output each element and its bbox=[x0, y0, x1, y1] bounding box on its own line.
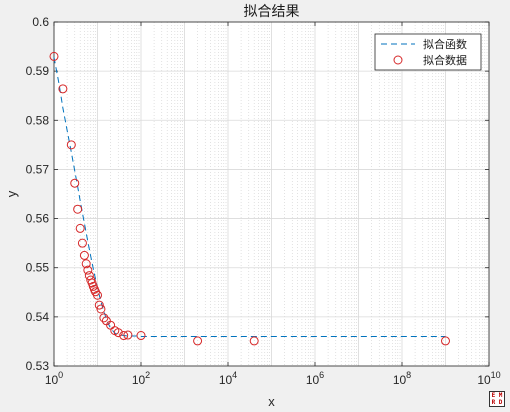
x-tick-label: 104 bbox=[219, 370, 237, 387]
data-point bbox=[79, 250, 89, 260]
x-tick-label-exponent: 4 bbox=[232, 370, 237, 380]
chart-title: 拟合结果 bbox=[244, 4, 300, 20]
y-axis-title: y bbox=[4, 190, 19, 197]
x-axis-title: x bbox=[268, 394, 275, 409]
data-point bbox=[441, 336, 450, 346]
y-tick-label: 0.57 bbox=[26, 162, 50, 176]
data-point bbox=[93, 290, 102, 300]
x-tick-label-base: 10 bbox=[306, 373, 320, 387]
y-tick-label: 0.59 bbox=[26, 64, 50, 78]
x-tick-label: 100 bbox=[45, 370, 63, 387]
legend-label-fit-data: 拟合数据 bbox=[423, 53, 467, 67]
data-point bbox=[73, 204, 83, 214]
data-point bbox=[136, 331, 146, 341]
x-tick-label-exponent: 6 bbox=[319, 370, 324, 380]
data-point bbox=[77, 238, 87, 248]
axes-box bbox=[53, 21, 490, 367]
y-tick-label: 0.54 bbox=[26, 310, 50, 324]
x-tick-label-exponent: 0 bbox=[58, 370, 63, 380]
data-point bbox=[113, 328, 123, 338]
x-tick-label-base: 10 bbox=[219, 373, 233, 387]
series bbox=[49, 51, 450, 346]
x-tick-label-exponent: 10 bbox=[491, 370, 501, 380]
x-tick-label: 106 bbox=[306, 370, 324, 387]
data-point bbox=[75, 223, 85, 233]
ticks: 100 102 104 106 108 10100.530.540.550.560.570… bbox=[26, 15, 501, 387]
data-point bbox=[70, 178, 80, 188]
y-tick-label: 0.6 bbox=[32, 15, 49, 29]
x-tick-label-exponent: 8 bbox=[406, 370, 411, 380]
data-point bbox=[83, 265, 93, 275]
x-tick-label-exponent: 2 bbox=[145, 370, 150, 380]
data-point bbox=[66, 140, 76, 150]
data-point bbox=[94, 300, 104, 310]
y-tick-label: 0.55 bbox=[26, 261, 50, 275]
x-tick-label: 108 bbox=[393, 370, 411, 387]
x-tick-label-base: 10 bbox=[45, 373, 59, 387]
y-tick-label: 0.53 bbox=[26, 359, 50, 373]
data-point bbox=[49, 51, 59, 61]
data-point bbox=[249, 336, 259, 346]
legend: 拟合函数 拟合数据 bbox=[374, 33, 482, 71]
x-tick-label-base: 10 bbox=[132, 373, 146, 387]
x-tick-label: 1010 bbox=[477, 370, 500, 387]
data-point bbox=[81, 259, 91, 269]
data-point bbox=[99, 313, 109, 323]
data-point bbox=[123, 330, 133, 340]
legend-box bbox=[374, 33, 482, 71]
x-tick-label-base: 10 bbox=[477, 373, 491, 387]
x-tick-label: 102 bbox=[132, 370, 150, 387]
y-tick-label: 0.56 bbox=[26, 212, 50, 226]
legend-marker-sample bbox=[393, 55, 403, 65]
legend-label-fit-function: 拟合函数 bbox=[423, 37, 467, 51]
data-point bbox=[193, 336, 203, 346]
data-point bbox=[119, 331, 129, 341]
data-point bbox=[58, 84, 68, 94]
data-point bbox=[96, 304, 106, 314]
y-tick-label: 0.58 bbox=[26, 113, 50, 127]
x-tick-label-base: 10 bbox=[393, 373, 407, 387]
